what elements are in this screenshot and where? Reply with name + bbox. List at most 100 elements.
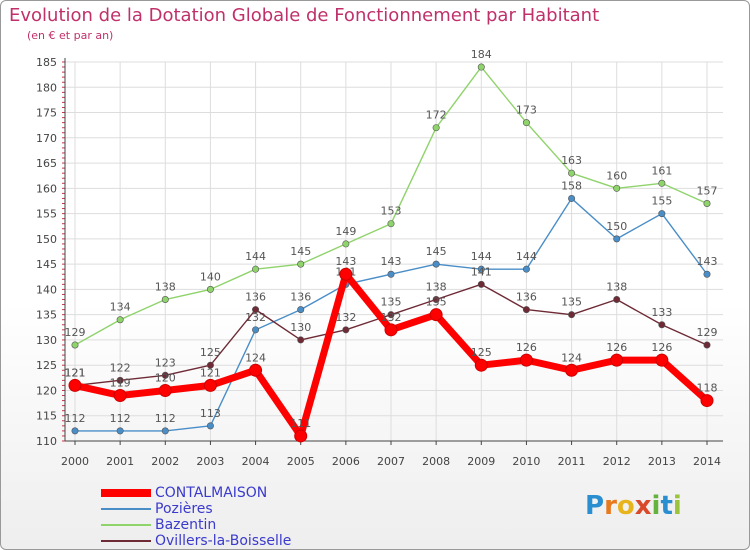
x-tick-label: 2004 [242, 455, 270, 468]
x-tick-label: 2011 [558, 455, 586, 468]
data-label-pozi-res: 112 [65, 412, 86, 425]
data-point-ovillers-la-boisselle [161, 371, 169, 379]
data-label-contalmaison: 124 [245, 351, 266, 364]
data-label-ovillers-la-boisselle: 141 [471, 265, 492, 278]
data-label-bazentin: 144 [245, 250, 266, 263]
y-tick-label: 115 [36, 410, 57, 423]
y-tick-label: 145 [36, 258, 57, 271]
data-label-ovillers-la-boisselle: 129 [697, 326, 718, 339]
data-point-contalmaison [249, 363, 263, 377]
data-label-bazentin: 184 [471, 48, 492, 61]
data-point-bazentin [387, 220, 395, 228]
data-point-pozi-res [703, 270, 711, 278]
logo-letter: r [604, 491, 617, 521]
data-point-bazentin [477, 63, 485, 71]
data-label-contalmaison: 126 [651, 341, 672, 354]
legend-label: Pozières [155, 501, 213, 517]
data-label-bazentin: 160 [606, 169, 627, 182]
x-tick-label: 2002 [151, 455, 179, 468]
data-label-ovillers-la-boisselle: 125 [200, 346, 221, 359]
data-point-contalmaison [474, 358, 488, 372]
data-label-pozi-res: 158 [561, 179, 582, 192]
chart-title: Evolution de la Dotation Globale de Fonc… [9, 5, 600, 26]
data-label-contalmaison: 135 [426, 296, 447, 309]
y-tick-label: 110 [36, 435, 57, 448]
x-tick-label: 2006 [332, 455, 360, 468]
data-point-bazentin [161, 296, 169, 304]
y-tick-label: 120 [36, 384, 57, 397]
y-tick-label: 130 [36, 334, 57, 347]
data-point-ovillers-la-boisselle [477, 280, 485, 288]
data-label-contalmaison: 121 [200, 366, 221, 379]
data-point-bazentin [252, 265, 260, 273]
data-label-contalmaison: 124 [561, 351, 582, 364]
data-point-contalmaison [113, 389, 127, 403]
data-label-bazentin: 173 [516, 104, 537, 117]
data-point-contalmaison [384, 323, 398, 337]
data-point-pozi-res [252, 326, 260, 334]
logo-letter: i [651, 491, 661, 521]
data-label-pozi-res: 143 [697, 255, 718, 268]
logo-letter: i [672, 491, 682, 521]
data-label-ovillers-la-boisselle: 138 [426, 281, 447, 294]
x-tick-label: 2007 [377, 455, 405, 468]
data-point-contalmaison [203, 378, 217, 392]
data-label-contalmaison: 120 [155, 371, 176, 384]
data-label-ovillers-la-boisselle: 133 [651, 306, 672, 319]
y-tick-label: 165 [36, 157, 57, 170]
data-point-ovillers-la-boisselle [703, 341, 711, 349]
data-point-bazentin [206, 285, 214, 293]
y-tick-label: 150 [36, 233, 57, 246]
data-label-ovillers-la-boisselle: 136 [516, 291, 537, 304]
y-tick-label: 155 [36, 208, 57, 221]
data-label-pozi-res: 136 [290, 291, 311, 304]
legend-label: Ovillers-la-Boisselle [155, 533, 292, 549]
x-tick-label: 2001 [106, 455, 134, 468]
x-tick-label: 2000 [61, 455, 89, 468]
data-label-bazentin: 140 [200, 270, 221, 283]
data-point-ovillers-la-boisselle [387, 311, 395, 319]
data-label-bazentin: 161 [651, 164, 672, 177]
data-label-contalmaison: 143 [335, 255, 356, 268]
data-label-pozi-res: 155 [651, 195, 672, 208]
data-point-pozi-res [206, 422, 214, 430]
data-point-contalmaison [429, 308, 443, 322]
data-label-pozi-res: 112 [110, 412, 131, 425]
data-point-bazentin [522, 119, 530, 127]
data-point-ovillers-la-boisselle [432, 296, 440, 304]
data-label-ovillers-la-boisselle: 121 [65, 366, 86, 379]
data-label-bazentin: 129 [65, 326, 86, 339]
data-point-pozi-res [432, 260, 440, 268]
x-tick-label: 2003 [196, 455, 224, 468]
legend-swatch [101, 508, 151, 510]
data-label-ovillers-la-boisselle: 136 [245, 291, 266, 304]
legend-label: CONTALMAISON [155, 485, 268, 501]
data-point-pozi-res [387, 270, 395, 278]
data-label-contalmaison: 126 [606, 341, 627, 354]
data-point-pozi-res [71, 427, 79, 435]
data-label-pozi-res: 132 [245, 311, 266, 324]
y-tick-label: 170 [36, 132, 57, 145]
data-label-ovillers-la-boisselle: 135 [561, 296, 582, 309]
data-label-bazentin: 172 [426, 109, 447, 122]
data-point-pozi-res [522, 265, 530, 273]
data-label-bazentin: 163 [561, 154, 582, 167]
data-point-bazentin [613, 184, 621, 192]
data-label-contalmaison: 111 [290, 417, 311, 430]
data-label-contalmaison: 125 [471, 346, 492, 359]
data-label-contalmaison: 132 [381, 311, 402, 324]
data-label-bazentin: 153 [381, 205, 402, 218]
data-label-ovillers-la-boisselle: 130 [290, 321, 311, 334]
data-point-contalmaison [294, 429, 308, 443]
data-label-contalmaison: 126 [516, 341, 537, 354]
data-point-contalmaison [565, 363, 579, 377]
data-label-ovillers-la-boisselle: 123 [155, 356, 176, 369]
x-tick-label: 2009 [467, 455, 495, 468]
data-point-ovillers-la-boisselle [342, 326, 350, 334]
data-label-pozi-res: 150 [606, 220, 627, 233]
legend-swatch [101, 489, 151, 497]
y-tick-label: 175 [36, 107, 57, 120]
data-label-ovillers-la-boisselle: 138 [606, 281, 627, 294]
data-point-contalmaison [339, 267, 353, 281]
